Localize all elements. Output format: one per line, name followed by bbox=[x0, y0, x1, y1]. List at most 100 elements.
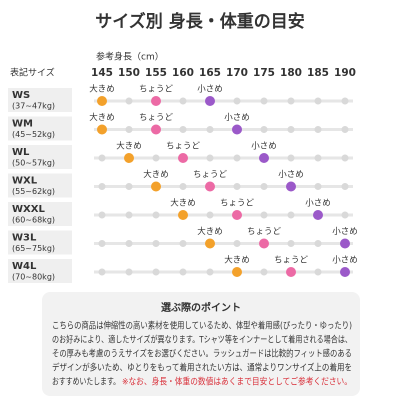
x-tick-label: 180 bbox=[280, 67, 302, 79]
tick-dot bbox=[98, 240, 106, 247]
dot-label: ちょうど bbox=[139, 113, 174, 123]
dot-label: 小さめ bbox=[305, 198, 331, 209]
x-axis-label: 参考身長（cm） bbox=[96, 51, 164, 63]
notes-line: のお好みにより、適したサイズが異なります。Tシャツ等をインナーとして着用される場… bbox=[52, 334, 352, 346]
dot-label: ちょうど bbox=[274, 256, 309, 266]
tick-dot bbox=[125, 240, 133, 247]
dot bbox=[340, 238, 350, 249]
dot bbox=[97, 96, 107, 106]
row-sublabel: (55~62kg) bbox=[12, 187, 55, 196]
tick-dot bbox=[152, 240, 160, 247]
row-label-box bbox=[8, 230, 72, 255]
dot-label: 小さめ bbox=[224, 112, 250, 123]
row-label: WL bbox=[12, 147, 30, 158]
row-sublabel: (60~68kg) bbox=[12, 216, 55, 225]
row-sublabel: (37~47kg) bbox=[12, 102, 55, 111]
tick-dot bbox=[233, 97, 241, 105]
row-label: WM bbox=[12, 119, 33, 130]
tick-dot bbox=[125, 183, 133, 190]
dot bbox=[151, 124, 161, 135]
tick-dot bbox=[152, 211, 160, 219]
dot bbox=[178, 210, 188, 220]
dot-label: ちょうど bbox=[220, 199, 255, 209]
dot bbox=[97, 124, 107, 135]
x-tick-label: 175 bbox=[253, 67, 275, 79]
tick-dot bbox=[125, 211, 133, 219]
tick-dot bbox=[287, 154, 295, 162]
notes-title: 選ぶ際のポイント bbox=[161, 301, 241, 314]
tick-dot bbox=[287, 97, 295, 105]
dot bbox=[205, 181, 215, 192]
notes-line: その厚みも考慮のうえサイズをお選びください。ラッシュガードは比較的フィット感のあ… bbox=[52, 348, 352, 360]
tick-dot bbox=[341, 126, 349, 133]
dot bbox=[205, 238, 215, 249]
x-tick-label: 165 bbox=[199, 67, 221, 79]
category-header: 表記サイズ bbox=[10, 67, 55, 79]
row-sublabel: (70~80kg) bbox=[12, 273, 55, 282]
dot bbox=[259, 153, 269, 163]
row-sublabel: (65~75kg) bbox=[12, 244, 55, 253]
tick-dot bbox=[98, 268, 106, 276]
tick-dot bbox=[98, 211, 106, 219]
dot bbox=[232, 267, 242, 277]
row-label-box bbox=[8, 88, 72, 112]
x-tick-label: 185 bbox=[307, 67, 329, 79]
dot-label: ちょうど bbox=[139, 85, 174, 95]
dot-label: ちょうど bbox=[193, 170, 228, 180]
notes-line: デザインが多いため、ゆとりをもって着用されたい方は、通常よりワンサイズ上の着用を bbox=[52, 362, 352, 374]
row-label: W4L bbox=[12, 261, 37, 272]
dot bbox=[151, 181, 161, 192]
row-label: WS bbox=[12, 90, 30, 101]
row-label-box bbox=[8, 173, 72, 198]
dot-label: 小さめ bbox=[197, 84, 223, 95]
x-tick-label: 190 bbox=[334, 67, 356, 79]
tick-dot bbox=[206, 268, 214, 276]
tick-dot bbox=[341, 211, 349, 219]
row-sublabel: (50~57kg) bbox=[12, 159, 55, 168]
dot-label: 大きめ bbox=[116, 141, 142, 152]
tick-dot bbox=[152, 268, 160, 276]
dot-label: 小さめ bbox=[332, 226, 358, 237]
dot-label: 大きめ bbox=[89, 84, 115, 95]
dot-label: 小さめ bbox=[278, 169, 304, 180]
dot bbox=[232, 124, 242, 135]
row-sublabel: (45~52kg) bbox=[12, 130, 55, 139]
dot bbox=[286, 181, 296, 192]
dot-label: 小さめ bbox=[251, 141, 277, 152]
tick-dot bbox=[98, 154, 106, 162]
row-label-box bbox=[8, 202, 72, 226]
dot bbox=[124, 153, 134, 163]
x-tick-label: 155 bbox=[145, 67, 167, 79]
tick-dot bbox=[314, 154, 322, 162]
dot bbox=[178, 153, 188, 163]
dot bbox=[232, 210, 242, 220]
dot-label: 大きめ bbox=[197, 226, 223, 237]
tick-dot bbox=[341, 97, 349, 105]
notes-caution: ※なお、身長・体重の数値はあくまで目安としてご参考ください。 bbox=[122, 376, 352, 388]
tick-dot bbox=[179, 268, 187, 276]
chart-title: サイズ別 身長・体重の目安 bbox=[95, 11, 304, 32]
dot-label: 大きめ bbox=[224, 255, 250, 266]
tick-dot bbox=[98, 183, 106, 190]
tick-dot bbox=[314, 126, 322, 133]
row-label: WXL bbox=[12, 176, 38, 187]
dot bbox=[151, 96, 161, 106]
x-tick-label: 170 bbox=[226, 67, 248, 79]
x-tick-label: 145 bbox=[91, 67, 113, 79]
tick-dot bbox=[179, 240, 187, 247]
dot bbox=[259, 238, 269, 249]
dot-label: ちょうど bbox=[247, 227, 282, 237]
row-label: WXXL bbox=[12, 204, 45, 215]
dot bbox=[286, 267, 296, 277]
dot bbox=[340, 267, 350, 277]
tick-dot bbox=[341, 154, 349, 162]
dot-label: ちょうど bbox=[166, 142, 201, 152]
dot-label: 大きめ bbox=[170, 198, 196, 209]
tick-dot bbox=[260, 126, 268, 133]
tick-dot bbox=[125, 268, 133, 276]
row-label-box bbox=[8, 145, 72, 169]
notes-line: おすすめいたします。 bbox=[52, 377, 120, 388]
dot-label: 小さめ bbox=[332, 255, 358, 266]
